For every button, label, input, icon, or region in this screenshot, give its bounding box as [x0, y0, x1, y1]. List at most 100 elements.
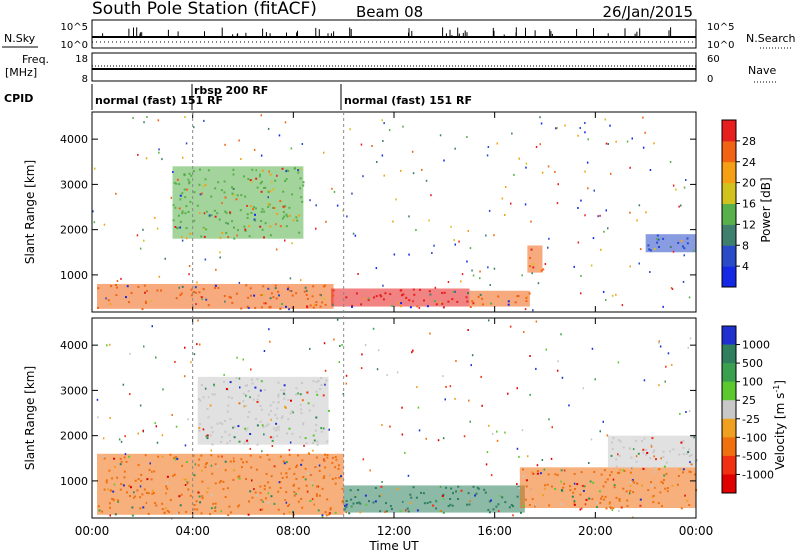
- scatter-cell: [199, 212, 201, 214]
- scatter-cell: [525, 166, 527, 169]
- scatter-cell: [216, 212, 219, 215]
- scatter-cell: [114, 513, 117, 516]
- scatter-cell: [210, 449, 213, 452]
- scatter-cell: [182, 156, 184, 159]
- scatter-cell: [225, 211, 228, 214]
- scatter-cell: [263, 389, 266, 392]
- scatter-cell: [214, 506, 217, 509]
- colorbar-frame: [721, 325, 737, 494]
- colorbar-swatch: [722, 203, 736, 225]
- colorbar-tick-label: -25: [742, 413, 760, 426]
- scatter-cell: [573, 501, 576, 504]
- scatter-cell: [338, 476, 341, 479]
- scatter-cell: [504, 501, 507, 504]
- scatter-cell: [259, 173, 261, 176]
- scatter-cell: [214, 510, 217, 512]
- scatter-cell: [304, 286, 307, 289]
- scatter-cell: [311, 498, 314, 501]
- scatter-cell: [421, 168, 423, 171]
- scatter-cell: [282, 512, 285, 515]
- scatter-cell: [522, 468, 524, 471]
- scatter-cell: [237, 229, 239, 232]
- scatter-cell: [173, 457, 175, 460]
- scatter-cell: [161, 502, 164, 505]
- scatter-cell: [144, 300, 147, 303]
- scatter-cell: [344, 504, 346, 507]
- scatter-cell: [186, 237, 188, 240]
- scatter-cell: [171, 517, 173, 520]
- scatter-cell: [120, 277, 122, 280]
- scatter-cell: [292, 484, 295, 487]
- scatter-cell: [255, 177, 258, 180]
- scatter-cell: [443, 291, 446, 294]
- scatter-cell: [305, 484, 308, 487]
- scatter-cell: [214, 287, 216, 289]
- scatter-cell: [188, 182, 191, 185]
- scatter-cell: [472, 485, 475, 488]
- scatter-cell: [232, 194, 235, 197]
- scatter-cell: [110, 285, 112, 288]
- scatter-cell: [277, 428, 280, 431]
- scatter-cell: [433, 300, 436, 303]
- scatter-cell: [682, 471, 684, 474]
- scatter-cell: [590, 438, 593, 441]
- scatter-cell: [629, 265, 631, 268]
- scatter-cell: [249, 205, 252, 208]
- scatter-cell: [331, 461, 334, 464]
- scatter-cell: [267, 203, 270, 206]
- scatter-cell: [314, 466, 317, 469]
- scatter-cell: [306, 297, 309, 300]
- scatter-cell: [270, 418, 272, 421]
- scatter-cell: [629, 489, 632, 492]
- scatter-cell: [561, 376, 564, 379]
- scatter-cell: [249, 433, 252, 435]
- scatter-cell: [605, 209, 607, 212]
- scatter-cell: [151, 492, 154, 495]
- scatter-cell: [595, 506, 598, 508]
- scatter-cell: [686, 499, 689, 502]
- scatter-cell: [285, 178, 288, 181]
- scatter-cell: [283, 397, 286, 400]
- scatter-cell: [684, 494, 686, 497]
- scatter-cell: [256, 378, 259, 381]
- scatter-cell: [238, 281, 241, 284]
- scatter-cell: [207, 396, 210, 399]
- scatter-cell: [317, 379, 320, 382]
- scatter-cell: [386, 374, 388, 377]
- scatter-cell: [321, 514, 324, 517]
- scatter-cell: [497, 295, 500, 298]
- x-tick-label: 04:00: [175, 524, 210, 538]
- scatter-cell: [292, 219, 295, 222]
- scatter-cell: [607, 227, 609, 230]
- scatter-cell: [331, 478, 334, 480]
- scatter-cell: [606, 434, 609, 437]
- scatter-cell: [211, 472, 214, 475]
- scatter-cell: [306, 305, 308, 308]
- scatter-cell: [412, 300, 414, 303]
- scatter-cell: [282, 392, 285, 395]
- scatter-cell: [261, 169, 264, 172]
- scatter-cell: [333, 338, 335, 341]
- scatter-cell: [539, 143, 541, 146]
- scatter-cell: [297, 169, 300, 172]
- scatter-cell: [383, 174, 385, 177]
- scatter-cell: [402, 125, 404, 128]
- scatter-cell: [328, 513, 330, 516]
- scatter-cell: [380, 494, 382, 497]
- scatter-cell: [321, 301, 324, 304]
- scatter-cell: [423, 299, 425, 302]
- x-tick-label: 20:00: [578, 524, 613, 538]
- scatter-cell: [184, 346, 186, 349]
- scatter-cell: [309, 304, 312, 307]
- scatter-cell: [203, 212, 206, 215]
- scatter-cell: [428, 290, 431, 293]
- scatter-cell: [277, 490, 280, 493]
- scatter-cell: [401, 406, 403, 409]
- scatter-cell: [259, 508, 262, 511]
- scatter-cell: [678, 453, 681, 456]
- scatter-cell: [168, 511, 170, 513]
- scatter-cell: [186, 188, 188, 191]
- scatter-cell: [345, 511, 347, 514]
- scatter-cell: [247, 442, 250, 445]
- scatter-cell: [278, 481, 281, 484]
